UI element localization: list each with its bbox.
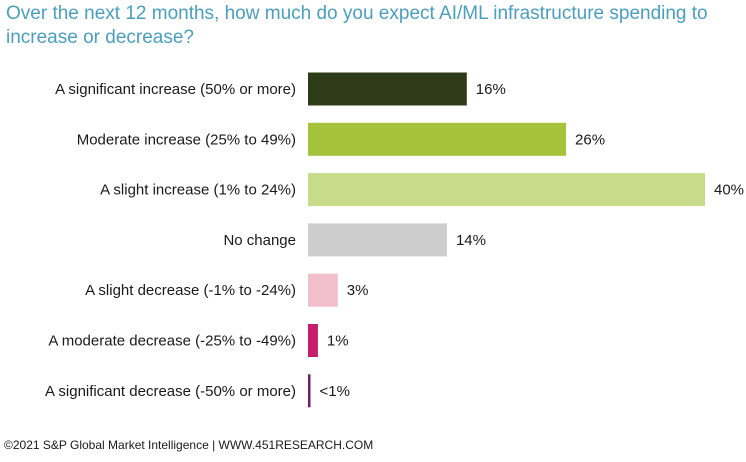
bar	[308, 173, 705, 207]
value-label: 26%	[575, 131, 605, 148]
value-label: 40%	[714, 182, 744, 199]
category-label: A significant increase (50% or more)	[55, 81, 296, 98]
copyright-footer: ©2021 S&P Global Market Intelligence | W…	[4, 438, 374, 452]
value-label: 14%	[456, 232, 486, 249]
value-label: 16%	[476, 81, 506, 98]
chart-title: Over the next 12 months, how much do you…	[6, 3, 708, 48]
value-label: 1%	[327, 333, 349, 350]
bar	[308, 324, 318, 357]
category-label: A slight decrease (-1% to -24%)	[85, 282, 296, 299]
bar	[308, 273, 338, 307]
bar	[308, 374, 311, 408]
value-label: <1%	[320, 383, 350, 400]
category-label: A significant decrease (-50% or more)	[45, 383, 296, 400]
category-label: A slight increase (1% to 24%)	[100, 182, 296, 199]
bar	[308, 72, 467, 106]
value-label: 3%	[347, 282, 369, 299]
bar	[308, 223, 447, 257]
category-label: Moderate increase (25% to 49%)	[77, 131, 296, 148]
bar	[308, 122, 567, 156]
category-label: No change	[223, 232, 296, 249]
category-label: A moderate decrease (-25% to -49%)	[48, 333, 296, 350]
